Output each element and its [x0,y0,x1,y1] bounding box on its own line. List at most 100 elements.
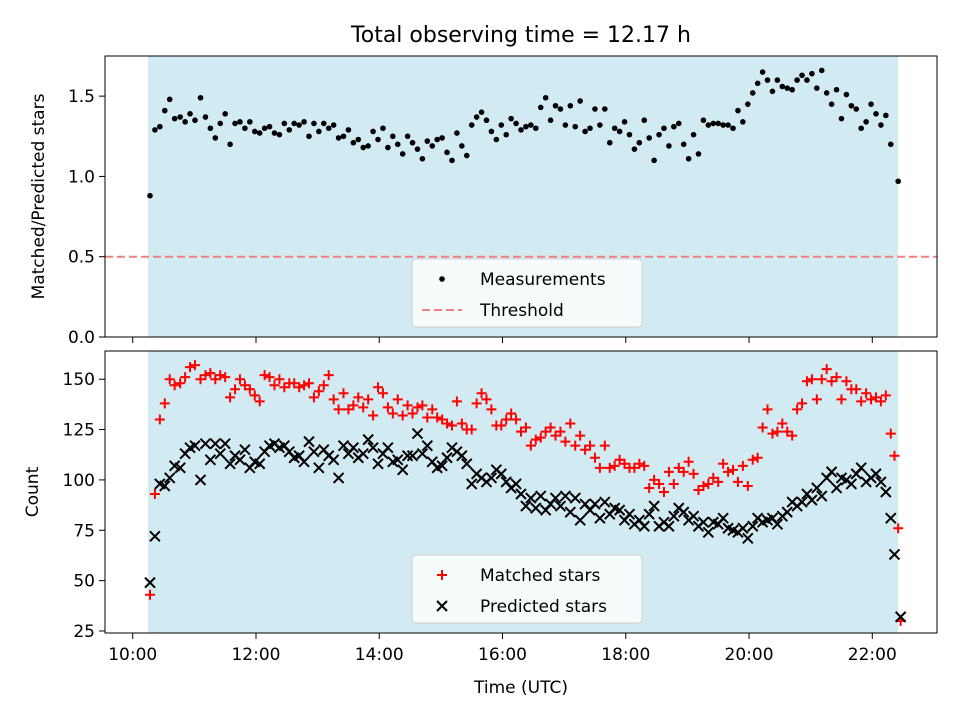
data-point [752,452,763,463]
data-point [157,123,163,130]
data-point [764,77,771,83]
data-point [888,548,901,561]
data-point [594,462,605,473]
data-point [303,378,314,389]
data-point [439,135,445,141]
data-point [401,450,414,462]
data-point [796,496,808,508]
data-point [885,512,897,524]
data-point [394,141,401,148]
data-point [189,360,200,371]
y-tick-label: 1.0 [68,167,95,187]
data-point [340,133,347,140]
data-point [382,441,394,454]
data-point [214,448,226,460]
data-point [338,388,349,399]
data-point [713,476,724,487]
data-point [666,143,672,149]
data-point [623,508,636,520]
data-point [814,85,820,91]
data-point [613,504,626,516]
data-point [496,420,507,431]
data-point [296,122,302,128]
data-point [856,396,867,407]
data-point [680,141,687,148]
data-point [166,96,173,103]
data-point [204,454,217,466]
data-point [594,512,606,524]
data-point [853,106,860,112]
data-point [274,374,285,385]
data-point [735,107,741,114]
data-point [889,450,900,461]
legend-marker-x [436,600,448,612]
data-point [769,88,776,95]
data-point [149,530,161,543]
data-point [442,418,453,429]
data-point [703,478,714,489]
legend-label: Matched stars [480,566,600,586]
y-axis-label: Count [23,466,43,517]
data-point [451,396,462,407]
data-point [328,394,339,405]
data-point [565,418,576,429]
data-point [409,139,416,146]
data-point [164,374,175,385]
data-point [575,430,586,441]
data-point [530,502,542,514]
data-markers [147,67,901,199]
data-point [880,486,892,498]
data-point [222,111,228,117]
data-point [809,70,815,77]
data-point [239,443,251,456]
data-point [683,456,694,467]
data-point [387,408,398,419]
data-point [370,128,376,135]
data-point [585,440,596,451]
data-point [251,128,258,135]
data-point [523,123,529,130]
data-point [194,474,207,486]
legend-box [411,554,643,624]
data-point [547,117,554,124]
data-point [582,128,588,135]
data-point [663,466,674,477]
data-point [291,120,298,127]
data-point [723,466,734,477]
data-point [794,77,800,83]
data-point [695,151,702,157]
data-point [264,372,275,383]
data-point [357,448,369,460]
data-point [259,370,270,381]
data-point [406,450,419,462]
data-point [759,69,766,75]
data-point [397,410,408,421]
data-point [545,422,556,433]
data-point [234,454,246,466]
data-point [742,480,753,491]
data-point [848,102,855,109]
data-point [552,102,559,109]
data-point [299,380,310,391]
data-point [528,122,534,128]
data-point [636,139,643,146]
data-point [298,456,310,468]
data-point [720,122,726,128]
data-point [811,482,823,494]
data-point [880,390,891,401]
legend-label: Measurements [480,270,606,290]
data-point [530,434,541,445]
data-point [621,119,628,125]
data-point [787,430,798,441]
data-point [828,101,835,107]
data-point [542,94,549,101]
data-point [416,448,429,460]
data-point [306,133,312,140]
panel-1: 0.0 0.5 1.0 1.5 Matched/Predicted stars Measu… [29,55,938,348]
data-point [161,107,168,114]
data-point [677,506,690,518]
y-tick-label: 50 [73,572,95,592]
data-point [476,388,487,399]
data-point [685,155,692,162]
y-tick-label: 150 [63,370,95,390]
